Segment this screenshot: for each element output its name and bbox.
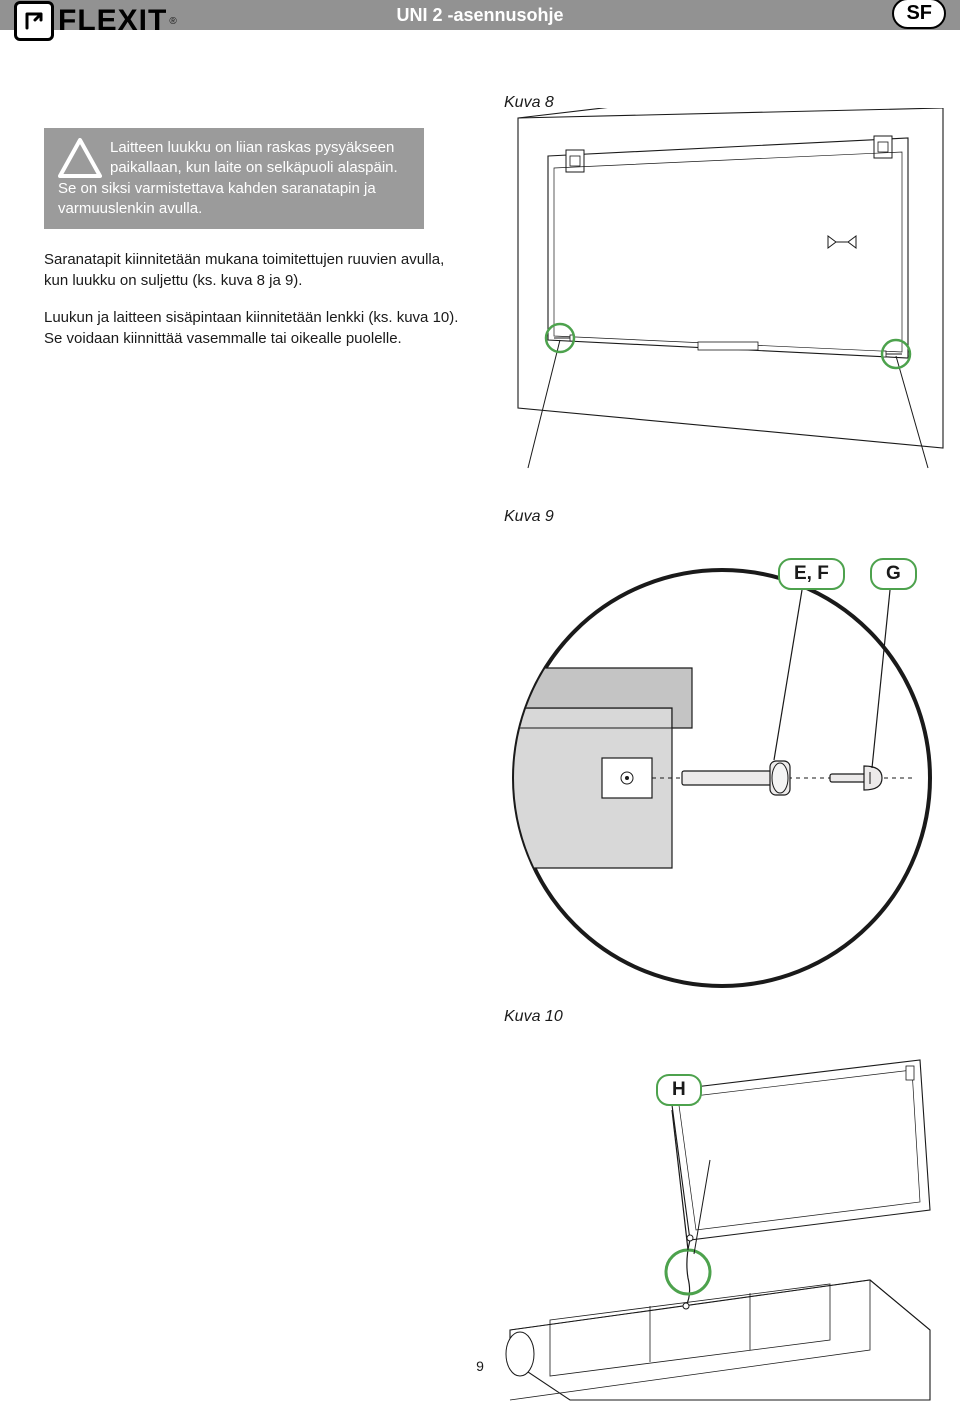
body-text: Saranatapit kiinnitetään mukana toimitet… [44, 249, 468, 349]
callout-g: G [870, 558, 917, 590]
header-bar: FLEXIT ® UNI 2 -asennusohje SF [0, 0, 960, 30]
figure-8-illustration [498, 108, 948, 488]
logo-mark-icon [14, 1, 54, 41]
paragraph-2: Luukun ja laitteen sisäpintaan kiinnitet… [44, 307, 468, 349]
callout-ef: E, F [778, 558, 845, 590]
logo: FLEXIT ® [14, 0, 177, 42]
warning-icon [58, 138, 102, 178]
figure-9-illustration [452, 528, 952, 998]
content-area: Kuva 8 Laitteen luukku on liian raskas p… [0, 30, 960, 349]
figure-9-label: Kuva 9 [504, 508, 554, 526]
registered-mark: ® [169, 16, 176, 27]
paragraph-1: Saranatapit kiinnitetään mukana toimitet… [44, 249, 468, 291]
language-badge: SF [892, 0, 946, 29]
figure-10-label: Kuva 10 [504, 1008, 563, 1026]
figure-10-illustration [490, 1030, 950, 1410]
callout-h: H [656, 1074, 702, 1106]
warning-text: Laitteen luukku on liian raskas pysyäkse… [58, 139, 398, 217]
logo-text: FLEXIT [58, 4, 167, 38]
warning-box: Laitteen luukku on liian raskas pysyäkse… [44, 128, 424, 229]
page-number: 9 [0, 1358, 960, 1374]
